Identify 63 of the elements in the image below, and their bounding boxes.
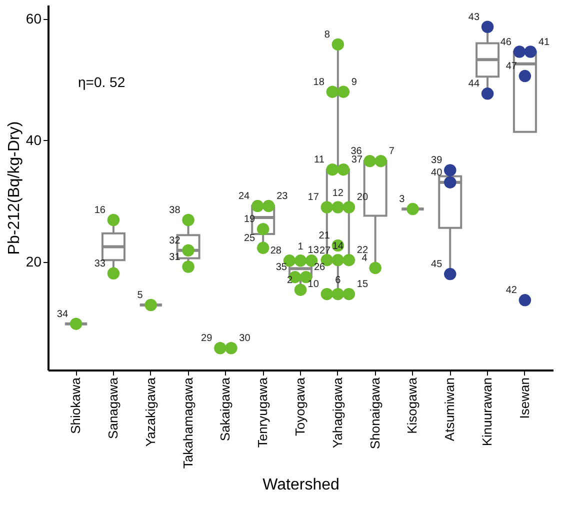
annotation: 19: [244, 214, 256, 226]
x-tick-label: Takahamagawa: [180, 376, 196, 469]
annotation: 39: [431, 155, 443, 166]
annotation: 44: [468, 78, 480, 90]
annotation: 34: [56, 308, 68, 320]
x-tick-label: Shonaigawa: [367, 376, 382, 450]
annotation: 28: [270, 246, 282, 257]
annotation: 16: [94, 204, 106, 216]
x-tick-label: Sanagawa: [105, 376, 120, 439]
annotation: 33: [94, 258, 106, 270]
annotation: 10: [308, 279, 320, 290]
x-axis-title: Watershed: [262, 476, 340, 494]
x-tick-label: Sakaigawa: [218, 376, 233, 442]
annotation: 12: [332, 188, 344, 200]
x-tick-label: Yazakigawa: [142, 376, 158, 447]
x-tick-label: Tenryugawa: [255, 376, 270, 448]
annotation: 7: [388, 146, 395, 158]
x-tick-label: Shiokawa: [68, 376, 84, 434]
annotation: 32: [169, 235, 181, 246]
annotation: 38: [169, 204, 181, 216]
annotation: 13: [308, 245, 320, 256]
annotation: 24: [238, 191, 250, 202]
y-tick-label: 40: [26, 132, 42, 148]
annotation: 43: [468, 12, 480, 23]
annotation: 26: [314, 262, 326, 274]
annotation: 45: [431, 259, 443, 270]
annotation: 31: [169, 252, 181, 263]
annotation: 27: [320, 246, 332, 257]
annotation: 14: [332, 241, 344, 252]
x-tick-label: Kinuurawan: [480, 378, 495, 446]
annotation: 3: [399, 194, 406, 206]
annotation: 4: [362, 252, 368, 264]
x-tick-label: Kisogawa: [404, 376, 420, 434]
annotation: 37: [351, 154, 363, 166]
annotation: 1: [298, 242, 304, 253]
annotation: 42: [506, 285, 518, 296]
x-tick-label: Yahagigawa: [330, 376, 345, 448]
annotation: η=0. 52: [78, 74, 126, 90]
annotation: 6: [335, 275, 342, 286]
annotation: 35: [276, 262, 288, 274]
annotation: 9: [351, 76, 358, 88]
y-tick-label: 60: [26, 10, 42, 26]
annotation: 29: [201, 333, 213, 344]
annotation: 47: [506, 61, 518, 72]
y-tick-label: 20: [26, 253, 42, 270]
annotation: 11: [314, 154, 325, 166]
annotation: 5: [137, 290, 144, 302]
annotation: 40: [431, 167, 443, 178]
x-tick-label: Toyogawa: [292, 376, 308, 436]
annotation: 8: [324, 29, 330, 40]
annotation: 21: [318, 230, 330, 242]
annotation: 46: [500, 36, 512, 48]
annotation: 23: [276, 191, 288, 202]
annotation: 30: [239, 333, 251, 344]
annotation: 20: [356, 192, 368, 204]
annotation: 18: [313, 76, 325, 88]
annotation: 17: [308, 192, 320, 204]
y-axis-title: Pb-212(Bq/kg-Dry): [6, 121, 23, 255]
annotation: 15: [356, 279, 368, 290]
x-tick-label: Atsumiwan: [442, 378, 458, 442]
annotation: 41: [538, 36, 550, 48]
annotation: 25: [244, 232, 256, 244]
x-tick-label: Isewan: [516, 378, 532, 419]
